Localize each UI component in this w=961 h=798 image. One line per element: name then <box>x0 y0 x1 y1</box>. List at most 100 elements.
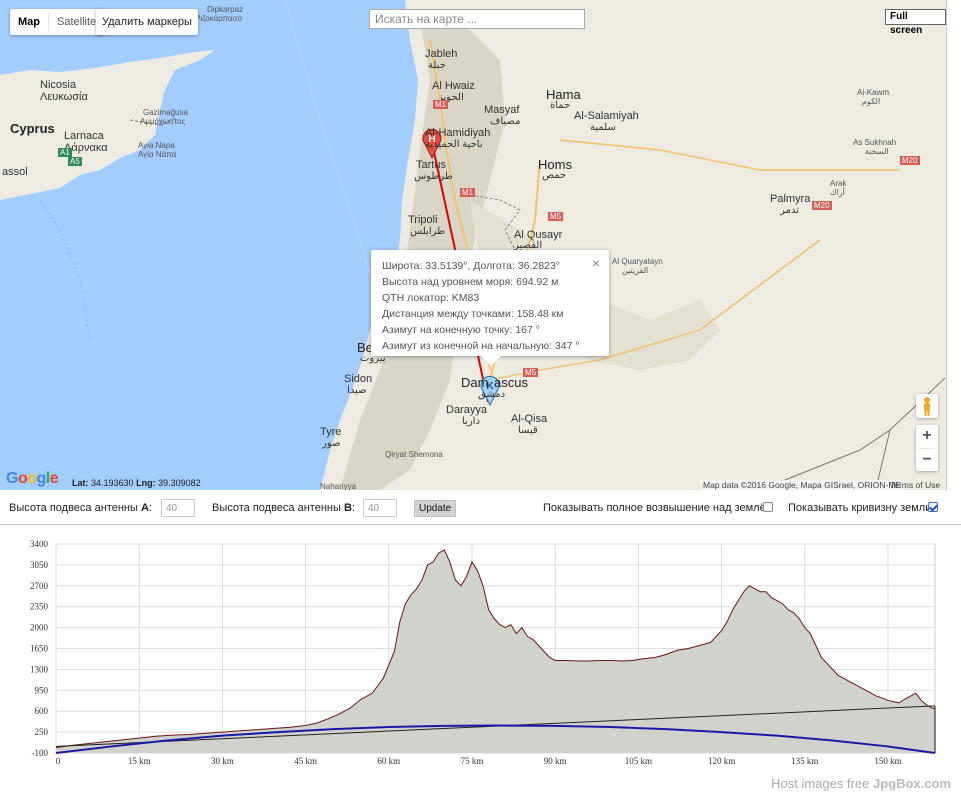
info-line-azimuth-end: Азимут на конечную точку: 167 ° <box>382 324 540 336</box>
label-ammochostos: Αμμόχωστος <box>140 117 186 126</box>
label-al-quaryatayn: Al Quaryatayn <box>612 257 663 266</box>
label-assol: assol <box>2 166 28 178</box>
info-line-coordinates: Широта: 33.5139°, Долгота: 36.2823° <box>382 260 560 272</box>
google-logo-letter: l <box>45 470 50 487</box>
label-al-hwaiz: Al Hwaiz <box>432 80 475 92</box>
map-attribution: Map data ©2016 Google, Mapa GISrael, ORI… <box>700 480 905 490</box>
label-al-kawm-ar: الكوم <box>862 97 881 106</box>
label-tripoli-ar: طرابلس <box>410 226 446 237</box>
antenna-b-letter: B <box>343 502 352 514</box>
show-curvature-checkbox[interactable] <box>928 502 938 512</box>
terms-of-use-link[interactable]: Terms of Use <box>890 480 941 490</box>
y-tick-label: 1300 <box>30 664 49 674</box>
zoom-control: + − <box>916 425 938 471</box>
label-ayia-napa-gr: Αγία Νάπα <box>138 150 177 159</box>
map-type-divider <box>48 13 49 31</box>
label-nahariyya: Nahariyya <box>320 482 357 490</box>
label-as-sukhnah-ar: السخنة <box>865 147 889 156</box>
label-al-qusayr-ar: القصير <box>514 240 543 251</box>
show-elevation-checkbox[interactable] <box>763 502 773 512</box>
label-arak-ar: أراك <box>830 188 845 197</box>
x-tick-label: 0 <box>56 756 61 766</box>
road-shield-m1-b: M1 <box>460 188 476 197</box>
label-al-qusayr: Al Qusayr <box>514 229 563 241</box>
label-larnaca-gr: Λάρνακα <box>64 142 108 154</box>
x-tick-label: 135 km <box>791 756 818 766</box>
end-marker-label: K <box>486 381 494 392</box>
info-line-qth: QTH локатор: KM83 <box>382 292 480 304</box>
x-tick-label: 105 km <box>625 756 652 766</box>
label-al-qisa-ar: قيسا <box>518 425 538 436</box>
label-al-hamidiyah: Al-Hamidiyah <box>425 127 491 139</box>
y-tick-label: -100 <box>32 748 49 758</box>
map-search-input[interactable] <box>369 9 585 29</box>
label-rizokarpaso: Ριζοκάρπασο <box>195 14 242 23</box>
footer: Host images free JpgBox.com <box>0 769 961 798</box>
antenna-b-label-text: Высота подвеса антенны <box>212 502 344 514</box>
google-logo-letter: o <box>27 470 37 487</box>
antenna-b-colon: : <box>351 502 355 514</box>
label-tyre-ar: صور <box>322 438 341 449</box>
antenna-b-label: Высота подвеса антенны B: <box>212 497 355 519</box>
start-marker-icon[interactable]: H <box>421 127 443 159</box>
host-credit-prefix: Host images free <box>771 776 873 791</box>
cursor-coordinates: Lat: 34.193630 Lng: 39.309082 <box>72 478 201 488</box>
host-credit-brand: JpgBox.com <box>872 776 951 791</box>
end-marker-icon[interactable]: K <box>479 374 501 406</box>
zoom-in-button[interactable]: + <box>922 427 932 444</box>
y-tick-label: 2350 <box>30 602 49 612</box>
label-al-quaryatayn-ar: القريتين <box>622 266 649 275</box>
antenna-a-colon: : <box>148 502 152 514</box>
x-tick-label: 120 km <box>708 756 735 766</box>
show-curvature-label: Показывать кривизну земли <box>788 502 932 514</box>
map-type-satellite-tab[interactable]: Satellite <box>57 16 97 28</box>
antenna-a-letter: A <box>140 502 149 514</box>
label-sidon-ar: صيدا <box>347 385 367 396</box>
host-credit[interactable]: Host images free JpgBox.com <box>771 776 951 791</box>
google-logo[interactable]: Google <box>6 470 59 488</box>
label-hama: Hama <box>546 87 581 102</box>
map-type-map-tab[interactable]: Map <box>18 16 40 28</box>
road-shield-a5: A5 <box>68 157 82 166</box>
label-cyprus: Cyprus <box>10 121 55 136</box>
lng-value: 39.309082 <box>158 478 201 488</box>
label-homs: Homs <box>538 157 572 172</box>
label-masyaf-ar: مصياف <box>490 116 521 127</box>
y-tick-label: 2000 <box>30 623 49 633</box>
y-tick-label: 250 <box>35 727 49 737</box>
antenna-b-height-input[interactable] <box>363 499 397 517</box>
label-al-kawm: Al-Kawm <box>857 88 890 97</box>
label-tartus-ar: طرطوس <box>414 171 453 182</box>
road-shield-m1-a: M1 <box>433 100 449 109</box>
label-dipkarpaz: Dipkarpaz <box>207 5 244 14</box>
label-nicosia: Nicosia <box>40 79 77 91</box>
close-icon[interactable]: × <box>591 255 600 271</box>
map-canvas[interactable]: H K Cyprus Nicosia Λευκωσία Larnaca Λάρν… <box>0 0 947 490</box>
google-logo-letter: e <box>49 470 59 487</box>
road-shield-m20-b: M20 <box>812 201 832 210</box>
label-al-salamiyah: Al-Salamiyah <box>574 110 639 122</box>
label-nicosia-gr: Λευκωσία <box>40 91 88 103</box>
y-tick-label: 1650 <box>30 644 49 654</box>
label-qiryat-shemona: Qiryat Shemona <box>385 450 443 459</box>
label-masyaf: Masyaf <box>484 104 520 116</box>
update-button[interactable]: Update <box>414 500 457 517</box>
label-tyre: Tyre <box>320 426 342 438</box>
antenna-a-height-input[interactable] <box>161 499 195 517</box>
x-tick-label: 90 km <box>544 756 567 766</box>
fullscreen-button[interactable]: Full screen <box>885 9 946 36</box>
y-tick-label: 3050 <box>30 560 49 570</box>
info-line-distance: Дистанция между точками: 158.48 км <box>382 308 564 320</box>
google-logo-letter: o <box>17 470 28 487</box>
label-ayia-napa: Ayia Napa <box>138 141 175 150</box>
point-info-window: × Широта: 33.5139°, Долгота: 36.2823° Вы… <box>371 250 609 366</box>
zoom-out-button[interactable]: − <box>922 451 932 468</box>
y-tick-label: 2700 <box>30 581 49 591</box>
label-tripoli: Tripoli <box>408 214 438 226</box>
label-darayya-ar: داريا <box>462 416 480 427</box>
road-shield-a1: A1 <box>58 148 72 157</box>
street-view-pegman-icon[interactable] <box>916 394 938 418</box>
y-tick-label: 950 <box>35 685 49 695</box>
delete-markers-button[interactable]: Удалить маркеры <box>96 9 198 35</box>
road-shield-m20-a: M20 <box>900 156 920 165</box>
